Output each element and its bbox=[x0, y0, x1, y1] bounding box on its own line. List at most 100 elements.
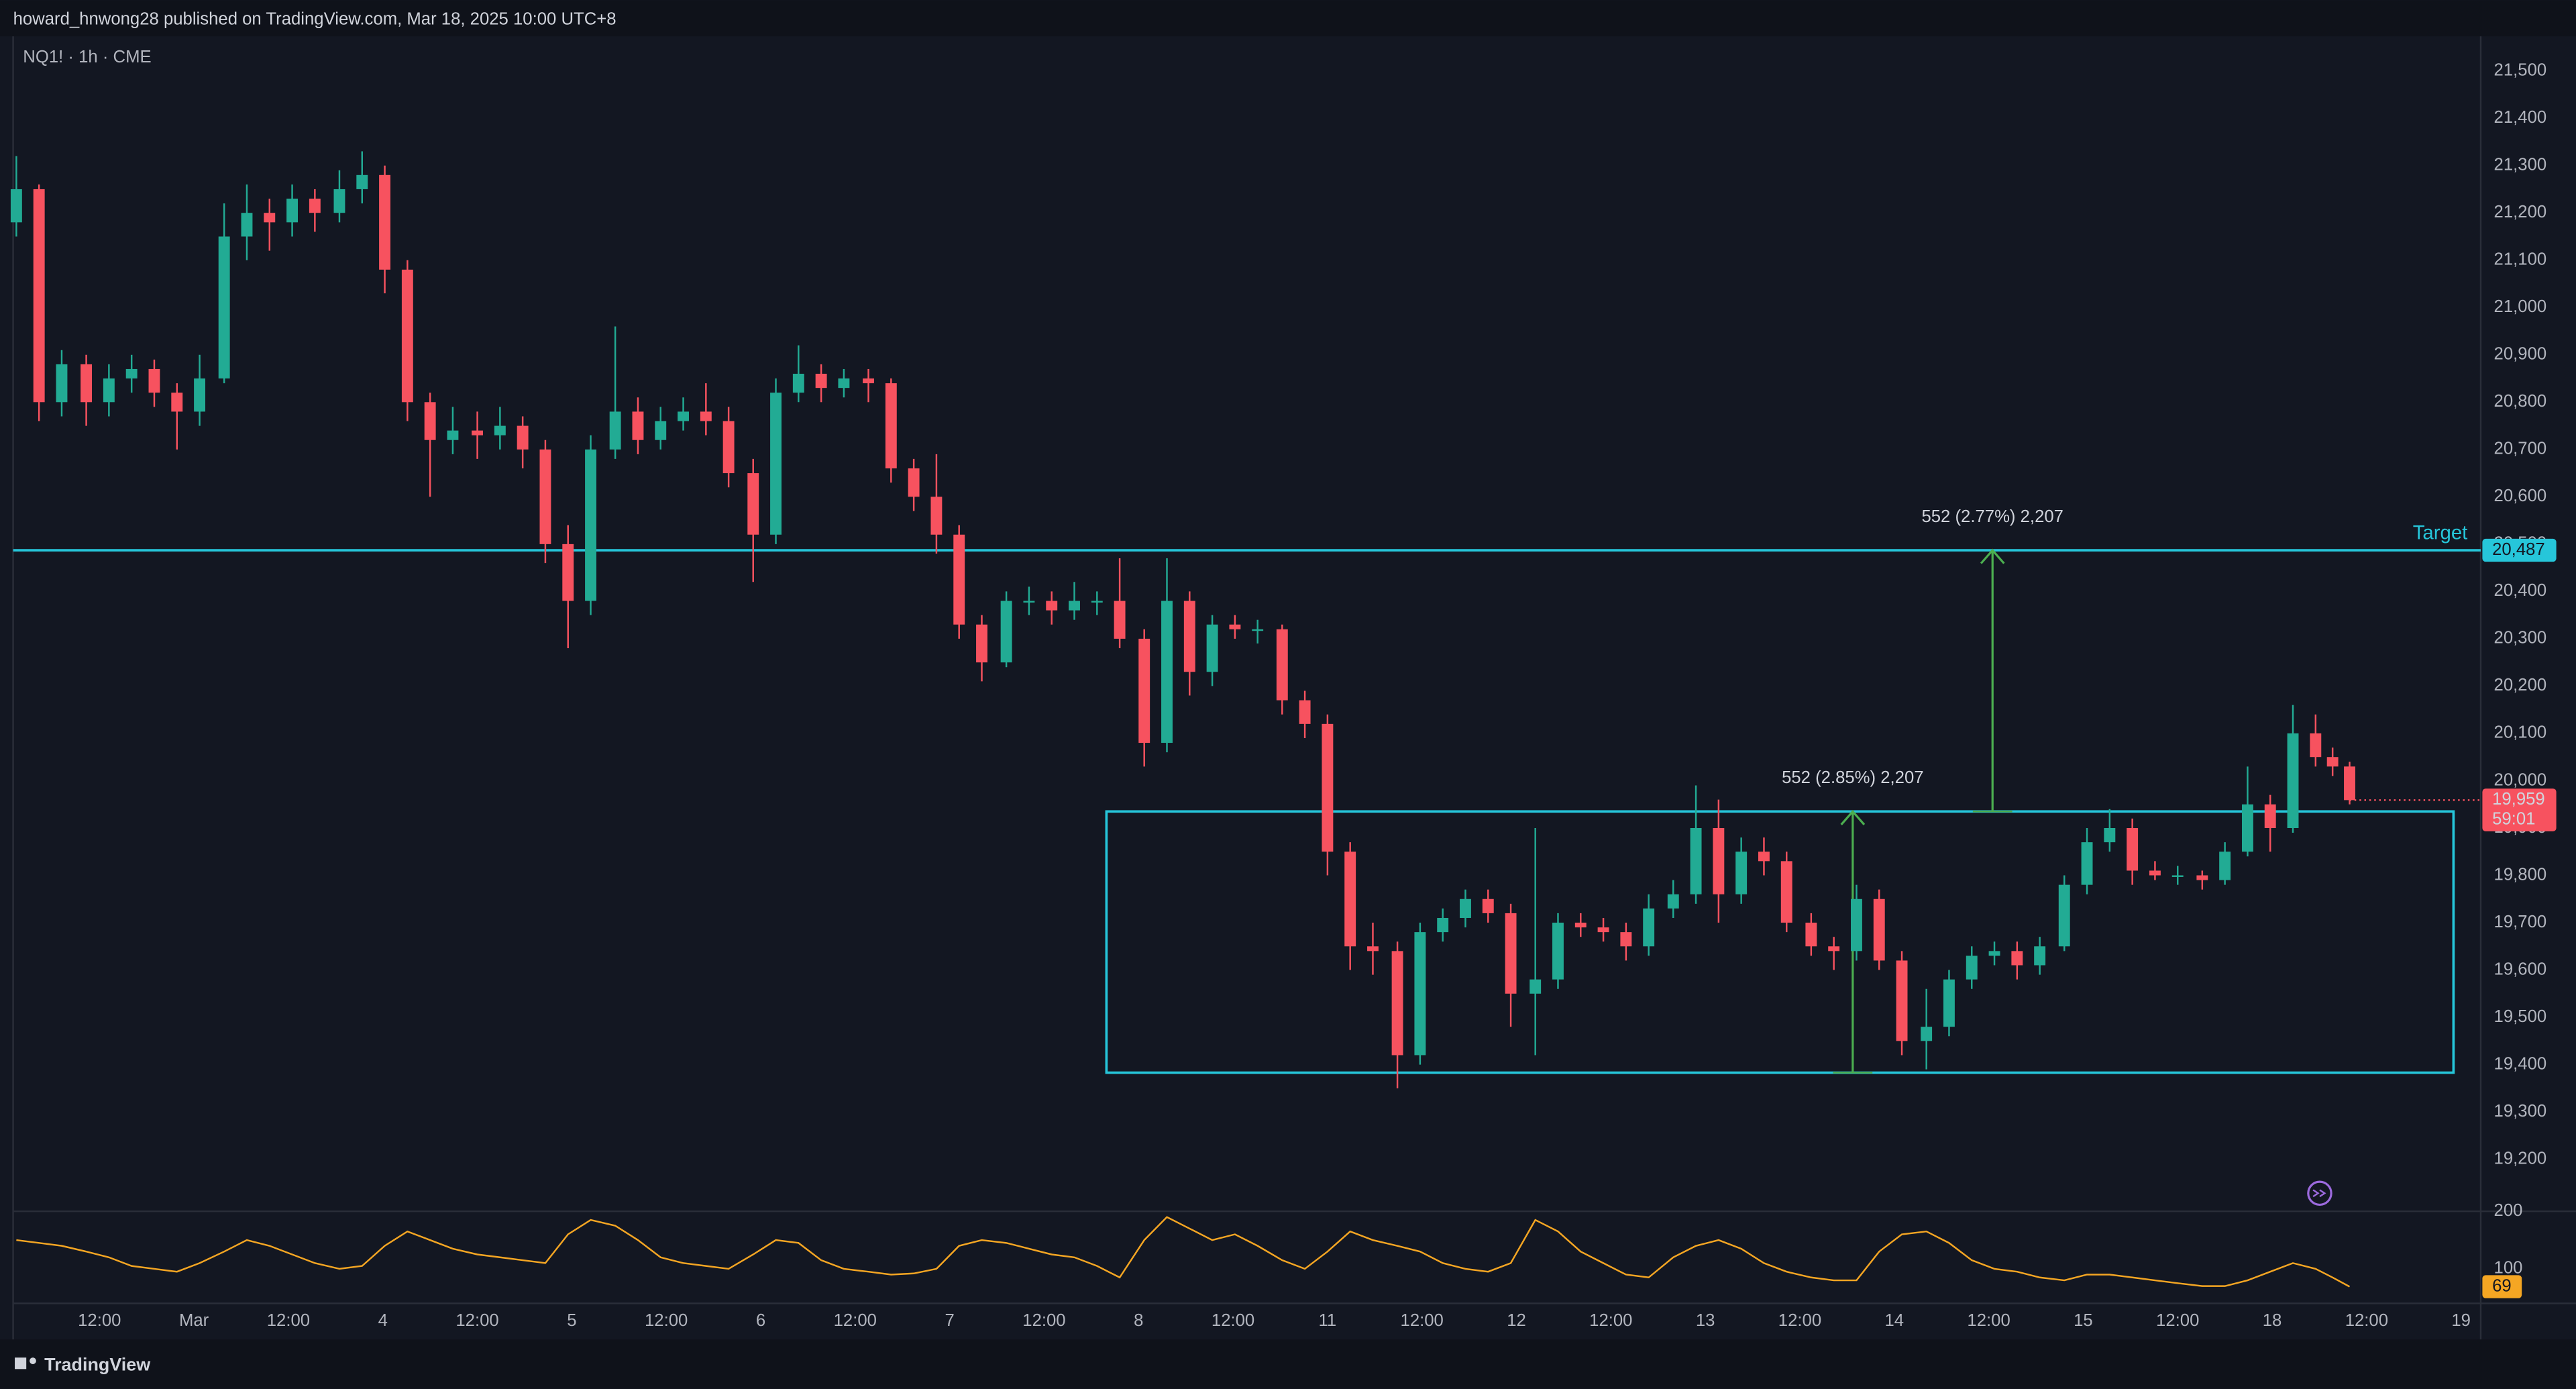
candle-body bbox=[1091, 601, 1103, 603]
candle-body bbox=[1046, 601, 1058, 611]
y-tick-label: 21,300 bbox=[2494, 156, 2547, 174]
x-tick-label: 12:00 bbox=[2345, 1311, 2388, 1330]
candle-body bbox=[2011, 951, 2023, 966]
candle-body bbox=[401, 269, 413, 403]
candle-body bbox=[1735, 852, 1748, 894]
range-box bbox=[1105, 810, 2455, 1074]
candle-body bbox=[1437, 917, 1449, 933]
y-tick-label: 21,400 bbox=[2494, 108, 2547, 127]
y-tick-label: 19,600 bbox=[2494, 960, 2547, 978]
candle-body bbox=[1574, 923, 1587, 928]
measure-label: 552 (2.77%) 2,207 bbox=[1921, 507, 2063, 526]
candle-body bbox=[2344, 766, 2355, 801]
candle-body bbox=[1690, 827, 1702, 894]
candle-body bbox=[379, 174, 391, 270]
candle-body bbox=[2219, 852, 2231, 880]
publish-info: howard_hnwong28 published on TradingView… bbox=[13, 9, 616, 28]
x-tick-label: 12:00 bbox=[1967, 1311, 2010, 1330]
x-tick-label: 8 bbox=[1134, 1311, 1143, 1330]
candle-body bbox=[356, 174, 368, 189]
candle-body bbox=[10, 189, 22, 223]
y-tick-label: 19,700 bbox=[2494, 913, 2547, 931]
candle-body bbox=[792, 373, 804, 393]
candle-body bbox=[1966, 956, 1978, 980]
x-tick-label: 12:00 bbox=[1778, 1311, 1821, 1330]
oscillator-line bbox=[16, 1216, 2351, 1288]
candle-body bbox=[632, 411, 644, 440]
candle-body bbox=[494, 425, 506, 435]
candle-body bbox=[2081, 842, 2093, 885]
candle-body bbox=[678, 411, 689, 421]
x-tick-label: 12:00 bbox=[645, 1311, 688, 1330]
candle-body bbox=[2034, 946, 2046, 966]
candle-body bbox=[1023, 601, 1035, 603]
y-tick-label: 20,000 bbox=[2494, 770, 2547, 789]
candle-body bbox=[1114, 601, 1126, 639]
osc-tick-label: 100 bbox=[2494, 1259, 2523, 1278]
x-tick-label: 12:00 bbox=[455, 1311, 498, 1330]
target-price-label: 20,487 bbox=[2492, 540, 2545, 559]
candle-body bbox=[585, 449, 596, 601]
y-tick-label: 19,200 bbox=[2494, 1149, 2547, 1168]
candle-body bbox=[1505, 913, 1517, 994]
candle-body bbox=[2287, 733, 2299, 828]
candle-body bbox=[700, 411, 712, 421]
candle-body bbox=[815, 373, 827, 389]
candle-body bbox=[1667, 894, 1679, 909]
candle-body bbox=[472, 430, 484, 435]
candle-body bbox=[1552, 923, 1564, 980]
x-tick-label: 12 bbox=[1507, 1311, 1526, 1330]
candle-body bbox=[908, 468, 920, 497]
candle-body bbox=[1643, 908, 1655, 947]
measure-label: 552 (2.85%) 2,207 bbox=[1782, 768, 1924, 787]
candle-body bbox=[930, 497, 943, 535]
candle-body bbox=[1161, 601, 1173, 743]
y-tick-label: 21,200 bbox=[2494, 203, 2547, 221]
x-tick-label: 12:00 bbox=[1212, 1311, 1254, 1330]
candle-body bbox=[1805, 923, 1817, 947]
x-tick-label: 12:00 bbox=[2156, 1311, 2199, 1330]
y-tick-label: 20,900 bbox=[2494, 345, 2547, 364]
y-tick-label: 20,400 bbox=[2494, 581, 2547, 600]
candle-body bbox=[1780, 861, 1792, 923]
candle-body bbox=[976, 624, 987, 663]
x-tick-label: 12:00 bbox=[1589, 1311, 1632, 1330]
candle-body bbox=[194, 378, 206, 412]
candle-body bbox=[1482, 898, 1494, 913]
candle-body bbox=[33, 189, 45, 403]
x-tick-label: 12:00 bbox=[834, 1311, 877, 1330]
candle-body bbox=[885, 383, 897, 469]
candle-body bbox=[1367, 946, 1379, 951]
candle-body bbox=[1529, 979, 1542, 994]
candle-body bbox=[770, 393, 782, 535]
x-tick-label: 7 bbox=[945, 1311, 954, 1330]
candle-body bbox=[2310, 733, 2322, 758]
candle-body bbox=[241, 213, 253, 237]
candle-body bbox=[562, 544, 574, 601]
y-tick-label: 20,700 bbox=[2494, 440, 2547, 458]
y-tick-label: 20,200 bbox=[2494, 676, 2547, 694]
candle-body bbox=[1988, 951, 2000, 956]
target-label: Target bbox=[2413, 521, 2468, 544]
candle-body bbox=[1183, 601, 1195, 672]
candle-body bbox=[1322, 723, 1334, 852]
candle-body bbox=[2127, 827, 2139, 871]
candle-body bbox=[218, 236, 230, 379]
y-tick-label: 20,800 bbox=[2494, 392, 2547, 411]
candle-body bbox=[1391, 951, 1403, 1056]
y-tick-label: 19,300 bbox=[2494, 1102, 2547, 1121]
replay-icon[interactable] bbox=[2307, 1180, 2332, 1206]
candle-body bbox=[333, 189, 345, 213]
candle-body bbox=[1276, 629, 1288, 701]
x-tick-label: Mar bbox=[179, 1311, 209, 1330]
brand: TradingView bbox=[44, 1355, 150, 1375]
symbol-info: NQ1! · 1h · CME bbox=[23, 48, 151, 66]
candle-body bbox=[2326, 757, 2339, 767]
candle-body bbox=[1344, 852, 1356, 947]
candle-body bbox=[1460, 898, 1471, 918]
candle-body bbox=[1896, 960, 1908, 1041]
y-tick-label: 21,000 bbox=[2494, 297, 2547, 316]
y-tick-label: 19,800 bbox=[2494, 865, 2547, 884]
